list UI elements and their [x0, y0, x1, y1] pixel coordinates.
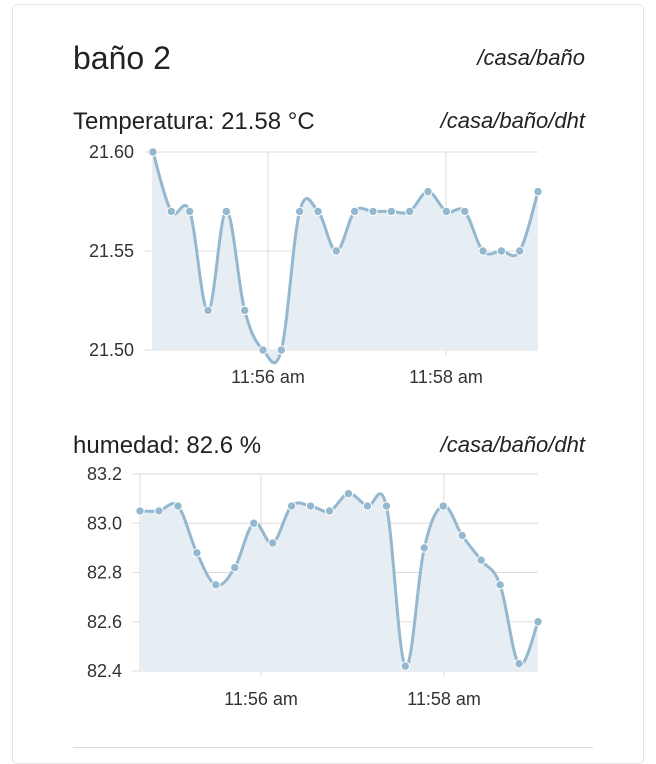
data-point[interactable]	[135, 506, 145, 516]
data-point[interactable]	[419, 543, 429, 553]
temperature-chart: 21.60 21.55 21.50 11:56 am 11:58 am	[89, 142, 543, 387]
data-point[interactable]	[514, 658, 524, 669]
data-point[interactable]	[476, 555, 486, 565]
data-point[interactable]	[239, 305, 250, 316]
data-point[interactable]	[423, 186, 433, 197]
data-point[interactable]	[211, 580, 221, 590]
data-point[interactable]	[386, 206, 397, 217]
temperature-label: Temperatura: 21.58 °C	[73, 108, 315, 135]
data-point[interactable]	[438, 501, 448, 511]
data-point[interactable]	[313, 206, 323, 217]
data-point[interactable]	[203, 305, 213, 316]
data-point[interactable]	[404, 206, 415, 217]
data-point[interactable]	[324, 506, 335, 516]
y-tick-label: 21.60	[89, 142, 134, 162]
data-point[interactable]	[286, 501, 297, 511]
data-point[interactable]	[459, 206, 470, 217]
data-point[interactable]	[495, 580, 505, 590]
x-tick-label: 11:58 am	[409, 367, 483, 387]
data-point[interactable]	[457, 530, 467, 541]
x-tick-label: 11:58 am	[407, 689, 481, 709]
y-tick-label: 83.2	[87, 464, 122, 484]
y-tick-label: 21.50	[89, 340, 134, 360]
data-point[interactable]	[305, 501, 316, 511]
data-point[interactable]	[533, 617, 543, 627]
y-tick-label: 21.55	[89, 241, 134, 261]
data-point[interactable]	[496, 246, 507, 256]
y-tick-label: 82.6	[87, 612, 122, 632]
humidity-chart: 83.2 83.0 82.8 82.6 82.4 11:56 am 11:58 am	[87, 464, 543, 709]
data-point[interactable]	[514, 246, 525, 256]
data-point[interactable]	[166, 206, 177, 217]
humidity-path: /casa/baño/dht	[440, 432, 585, 457]
data-point[interactable]	[343, 489, 354, 499]
data-point[interactable]	[249, 518, 259, 528]
data-point[interactable]	[349, 206, 360, 217]
data-point[interactable]	[230, 562, 240, 573]
temperature-path: /casa/baño/dht	[440, 108, 585, 133]
series-area	[153, 152, 538, 363]
y-tick-label: 82.8	[87, 563, 122, 583]
humidity-label: humedad: 82.6 %	[73, 432, 262, 459]
data-point[interactable]	[173, 501, 183, 511]
y-tick-label: 82.4	[87, 661, 122, 681]
data-point[interactable]	[362, 501, 373, 511]
data-point[interactable]	[276, 345, 287, 355]
x-tick-label: 11:56 am	[231, 367, 305, 387]
data-point[interactable]	[478, 246, 488, 256]
x-tick-label: 11:56 am	[224, 689, 298, 709]
card-divider	[73, 747, 593, 748]
data-point[interactable]	[441, 206, 452, 217]
data-point[interactable]	[184, 206, 195, 217]
data-point[interactable]	[154, 506, 164, 516]
data-point[interactable]	[331, 246, 342, 256]
data-point[interactable]	[533, 186, 543, 197]
series-area	[140, 493, 538, 671]
data-point[interactable]	[381, 501, 392, 511]
data-point[interactable]	[368, 206, 378, 217]
data-point[interactable]	[400, 661, 411, 671]
data-point[interactable]	[148, 147, 158, 157]
card-title: baño 2	[73, 40, 171, 76]
data-point[interactable]	[267, 538, 278, 548]
data-point[interactable]	[221, 206, 232, 217]
y-tick-label: 83.0	[87, 513, 122, 533]
data-point[interactable]	[192, 548, 202, 558]
data-point[interactable]	[294, 206, 305, 217]
card-path: /casa/baño	[477, 45, 585, 70]
data-point[interactable]	[258, 345, 268, 355]
